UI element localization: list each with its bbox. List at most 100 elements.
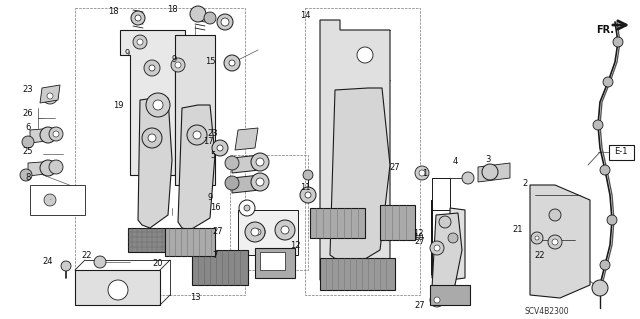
Text: 1: 1 <box>422 168 428 177</box>
Circle shape <box>593 120 603 130</box>
Circle shape <box>434 297 440 303</box>
Polygon shape <box>138 98 172 228</box>
Circle shape <box>22 136 34 148</box>
Circle shape <box>217 14 233 30</box>
Text: 8: 8 <box>26 174 31 182</box>
Polygon shape <box>432 200 465 280</box>
Circle shape <box>603 77 613 87</box>
Text: 13: 13 <box>189 293 200 301</box>
Text: 7: 7 <box>212 250 218 259</box>
Circle shape <box>430 293 444 307</box>
Text: 18: 18 <box>166 5 177 14</box>
Polygon shape <box>175 35 215 185</box>
Text: 14: 14 <box>300 11 310 19</box>
Circle shape <box>357 47 373 63</box>
Circle shape <box>148 134 156 142</box>
Circle shape <box>531 232 543 244</box>
Circle shape <box>225 176 239 190</box>
Polygon shape <box>75 270 160 305</box>
Polygon shape <box>530 185 590 298</box>
Circle shape <box>225 156 239 170</box>
Circle shape <box>305 192 311 198</box>
Text: 11: 11 <box>300 183 310 192</box>
Circle shape <box>61 261 71 271</box>
Circle shape <box>482 164 498 180</box>
Circle shape <box>212 140 228 156</box>
Polygon shape <box>165 228 215 256</box>
Polygon shape <box>478 163 510 182</box>
Text: 27: 27 <box>415 238 426 247</box>
Circle shape <box>108 280 128 300</box>
Circle shape <box>439 216 451 228</box>
Polygon shape <box>320 20 390 290</box>
Polygon shape <box>320 258 395 290</box>
Text: 23: 23 <box>208 129 218 137</box>
Text: ·: · <box>49 197 51 203</box>
Circle shape <box>146 93 170 117</box>
Circle shape <box>224 55 240 71</box>
Circle shape <box>153 100 163 110</box>
Circle shape <box>251 153 269 171</box>
Polygon shape <box>232 175 260 193</box>
Circle shape <box>251 228 259 236</box>
Text: 2: 2 <box>522 179 527 188</box>
Circle shape <box>47 93 53 99</box>
Circle shape <box>600 260 610 270</box>
Text: 10: 10 <box>413 234 423 242</box>
Circle shape <box>275 220 295 240</box>
Circle shape <box>217 145 223 151</box>
Circle shape <box>142 128 162 148</box>
Text: 23: 23 <box>22 85 33 93</box>
Circle shape <box>137 39 143 45</box>
Text: 27: 27 <box>415 300 426 309</box>
Circle shape <box>193 131 201 139</box>
Circle shape <box>144 60 160 76</box>
Circle shape <box>40 160 56 176</box>
Circle shape <box>244 205 250 211</box>
Text: E-1: E-1 <box>614 147 628 157</box>
Text: 16: 16 <box>210 204 220 212</box>
Circle shape <box>607 215 617 225</box>
Circle shape <box>359 104 371 116</box>
Polygon shape <box>330 88 390 265</box>
Text: 5: 5 <box>211 151 216 160</box>
Circle shape <box>20 169 32 181</box>
Circle shape <box>535 236 539 240</box>
Circle shape <box>303 170 313 180</box>
Circle shape <box>365 170 375 180</box>
Circle shape <box>251 173 269 191</box>
Text: FR.: FR. <box>596 25 614 35</box>
Circle shape <box>49 127 63 141</box>
Circle shape <box>229 60 235 66</box>
Bar <box>260 252 285 270</box>
Polygon shape <box>128 228 165 252</box>
Circle shape <box>430 241 444 255</box>
Text: 22: 22 <box>82 250 92 259</box>
Bar <box>432 178 450 210</box>
Text: 19: 19 <box>113 100 124 109</box>
Circle shape <box>53 131 59 137</box>
Circle shape <box>552 239 558 245</box>
Polygon shape <box>235 128 258 150</box>
Circle shape <box>592 280 608 296</box>
Circle shape <box>448 233 458 243</box>
Circle shape <box>251 225 265 239</box>
Circle shape <box>256 158 264 166</box>
Polygon shape <box>255 248 295 278</box>
Circle shape <box>142 130 162 150</box>
Circle shape <box>49 160 63 174</box>
Bar <box>609 145 634 160</box>
Circle shape <box>221 18 229 26</box>
Circle shape <box>187 125 207 145</box>
Polygon shape <box>192 250 248 285</box>
Circle shape <box>44 194 56 206</box>
Circle shape <box>131 11 145 25</box>
Circle shape <box>255 229 261 235</box>
Circle shape <box>613 37 623 47</box>
Polygon shape <box>178 105 215 230</box>
Bar <box>238 210 298 255</box>
Circle shape <box>133 35 147 49</box>
Circle shape <box>549 209 561 221</box>
Circle shape <box>42 88 58 104</box>
Circle shape <box>135 15 141 21</box>
